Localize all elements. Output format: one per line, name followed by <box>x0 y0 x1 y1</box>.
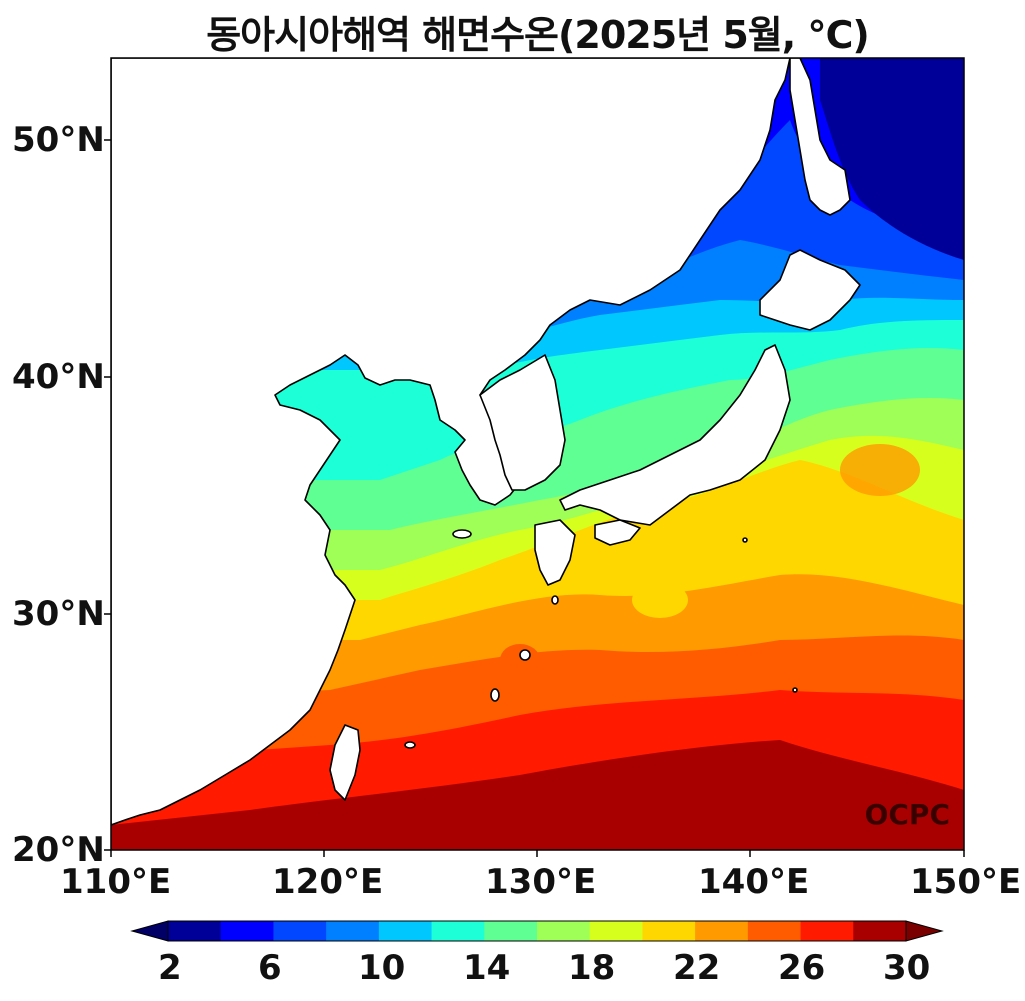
colorbar-bin <box>642 921 696 941</box>
lon-label-120e: 120°E <box>272 862 384 902</box>
lon-label-140e: 140°E <box>698 862 810 902</box>
ocpc-watermark: OCPC <box>865 798 950 831</box>
colorbar <box>130 920 944 942</box>
colorbar-label-18: 18 <box>568 948 616 988</box>
colorbar-bin <box>168 921 222 941</box>
lon-label-110e: 110°E <box>60 862 172 902</box>
land <box>111 58 861 826</box>
colorbar-bin <box>853 921 907 941</box>
colorbar-bin <box>273 921 327 941</box>
colorbar-bin <box>537 921 591 941</box>
lon-label-130e: 130°E <box>485 862 597 902</box>
kyushu <box>534 519 576 586</box>
colorbar-over-arrow <box>905 920 944 942</box>
colorbar-bin <box>747 921 802 941</box>
taiwan <box>329 724 361 801</box>
colorbar-bin <box>378 921 433 941</box>
colorbar-bin <box>431 921 485 941</box>
colorbar-label-6: 6 <box>258 948 282 988</box>
axis-ticks <box>104 139 965 857</box>
colorbar-label-10: 10 <box>358 948 406 988</box>
lat-label-50n: 50°N <box>12 120 105 160</box>
lat-label-30n: 30°N <box>12 594 105 634</box>
colorbar-bin <box>220 921 274 941</box>
colorbar-bin <box>484 921 538 941</box>
colorbar-label-22: 22 <box>673 948 721 988</box>
jeju-island <box>452 529 472 539</box>
lat-label-40n: 40°N <box>12 357 105 397</box>
mainland-china <box>111 58 791 826</box>
colorbar-bin <box>695 921 749 941</box>
honshu <box>559 344 791 526</box>
colorbar-bin <box>589 921 643 941</box>
colorbar-bin <box>326 921 380 941</box>
hokkaido <box>759 249 861 331</box>
colorbar-bin <box>800 921 854 941</box>
colorbar-label-26: 26 <box>778 948 826 988</box>
lon-label-150e: 150°E <box>910 862 1022 902</box>
colorbar-label-30: 30 <box>883 948 931 988</box>
colorbar-label-2: 2 <box>158 948 182 988</box>
map-title: 동아시아해역 해면수온(2025년 5월, ℃) <box>206 13 870 57</box>
korean-peninsula <box>479 354 566 491</box>
colorbar-under-arrow <box>130 920 169 942</box>
sakhalin <box>789 58 851 216</box>
shikoku <box>594 519 641 546</box>
colorbar-label-14: 14 <box>463 948 511 988</box>
lat-label-20n: 20°N <box>12 830 105 870</box>
colorbar-frame <box>167 920 907 942</box>
